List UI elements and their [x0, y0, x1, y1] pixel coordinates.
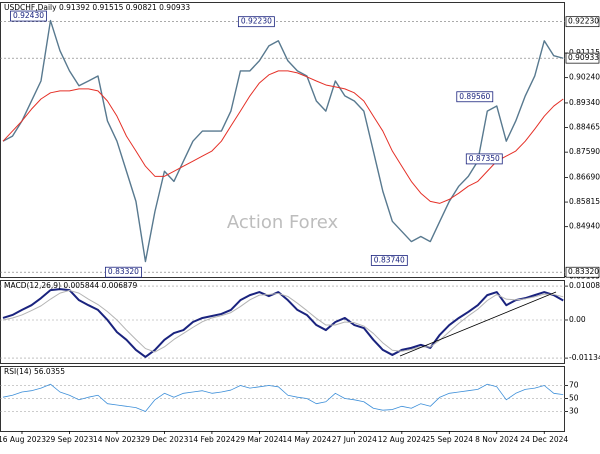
price-level-label: 0.92230 [568, 17, 599, 26]
price-level-label: 0.83320 [568, 267, 599, 276]
annotation-label: 0.87350 [469, 154, 500, 163]
y-tick-label: 0.84940 [569, 222, 600, 231]
price-level-box [565, 266, 600, 278]
panel-frame [0, 280, 565, 364]
y-tick-label: 70 [569, 381, 579, 390]
y-tick-label: -0.011342 [569, 353, 600, 362]
annotation-box [456, 91, 494, 103]
x-tick-label: 29 Dec 2023 [140, 435, 188, 444]
panel-title: USDCHF,Daily 0.91392 0.91515 0.90821 0.9… [4, 3, 190, 12]
y-tick-label: 0.010085 [569, 281, 600, 290]
x-tick-label: 24 Dec 2024 [520, 435, 568, 444]
price-level-box [565, 16, 600, 28]
series-line [2, 19, 564, 263]
x-tick-label: 14 Nov 2023 [93, 435, 141, 444]
plot-layer: Action Forex 0.91115 0.90240 0.89340 0.88465… [0, 2, 600, 444]
series-line [2, 70, 564, 204]
x-tick-label: 25 Sep 2024 [426, 435, 474, 444]
annotation-box [370, 255, 408, 266]
x-tick-label: 14 Feb 2024 [189, 435, 236, 444]
y-tick-label: 50 [569, 394, 579, 403]
panel-title: MACD(12,26,9) 0.005844 0.006879 [4, 281, 138, 290]
y-tick-label: 0.88465 [569, 123, 600, 132]
annotation-label: 0.92230 [241, 17, 272, 26]
annotation-box [10, 10, 47, 22]
x-tick-label: 12 Aug 2024 [378, 435, 426, 444]
x-tick-label: 29 Sep 2023 [46, 435, 94, 444]
trend-line [399, 291, 557, 357]
annotation-label: 0.83740 [374, 255, 405, 264]
annotation-box [105, 266, 142, 278]
x-tick-label: 14 May 2024 [282, 435, 331, 444]
price-level-box [565, 52, 600, 64]
price-level-label: 0.90933 [568, 53, 599, 62]
x-tick-label: 29 Mar 2024 [236, 435, 284, 444]
annotation-label: 0.92430 [13, 11, 44, 20]
panel-title: RSI(14) 56.0355 [4, 367, 65, 376]
series-line [2, 383, 564, 412]
y-tick-label: 0.90240 [569, 73, 600, 82]
annotation-box [465, 153, 503, 165]
y-tick-label: 0.85815 [569, 197, 600, 206]
y-tick-label: 0.86690 [569, 172, 600, 181]
panel-frame [0, 2, 565, 278]
annotation-label: 0.83320 [108, 267, 139, 276]
annotation-box [237, 16, 275, 28]
x-tick-label: 27 Jun 2024 [332, 435, 377, 444]
y-tick-label: 0.89340 [569, 98, 600, 107]
x-tick-label: 8 Nov 2024 [475, 435, 518, 444]
series-line [2, 288, 564, 358]
panel-frame [0, 366, 565, 432]
y-tick-label: 30 [569, 407, 579, 416]
y-tick-label: 0.87590 [569, 147, 600, 156]
x-tick-label: 16 Aug 2023 [0, 435, 46, 444]
watermark: Action Forex [227, 212, 339, 233]
y-tick-label: 0.91115 [569, 48, 600, 57]
y-tick-label: 0.00 [569, 315, 586, 324]
annotation-label: 0.89560 [459, 92, 490, 101]
series-line [2, 289, 564, 353]
